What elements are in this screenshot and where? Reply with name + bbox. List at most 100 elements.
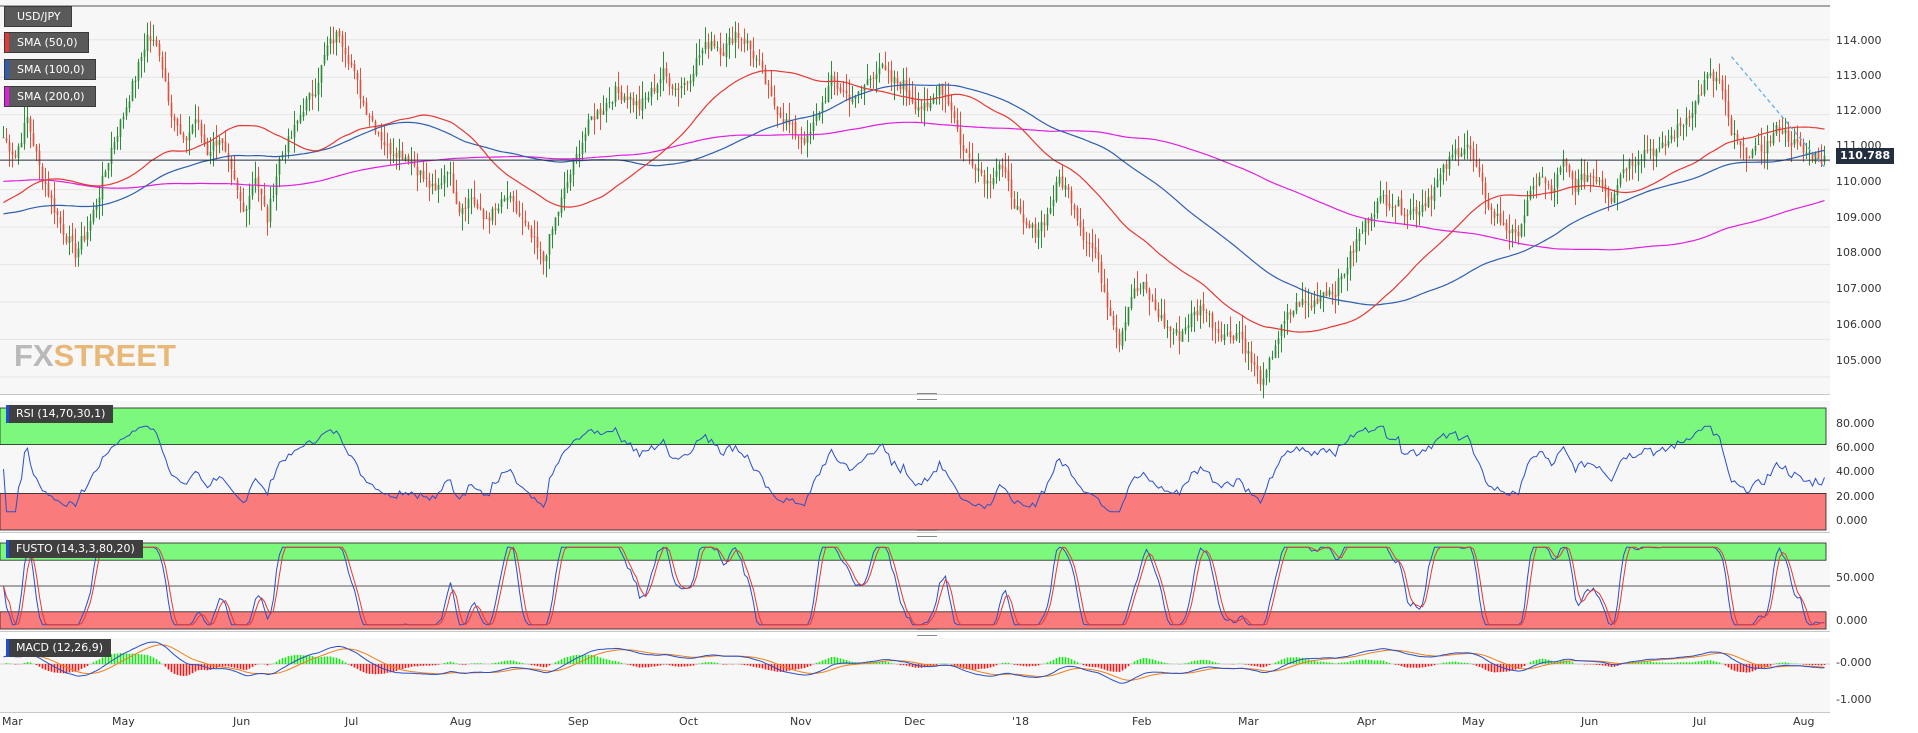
macd-histogram-bar (1265, 664, 1268, 667)
candle-body (1292, 311, 1295, 316)
candle-body (1598, 180, 1601, 182)
macd-histogram-bar (1715, 661, 1718, 664)
macd-histogram-bar (290, 655, 293, 664)
candle-body (428, 180, 431, 189)
macd-histogram-bar (1778, 662, 1781, 664)
macd-histogram-bar (1649, 661, 1652, 664)
candle-body (311, 93, 314, 97)
macd-histogram-bar (644, 664, 647, 668)
candle-body (1679, 122, 1682, 126)
macd-histogram-bar (1163, 662, 1166, 664)
candle-body (83, 235, 86, 241)
candle-body (1070, 190, 1073, 204)
macd-histogram-bar (1532, 660, 1535, 664)
macd-histogram-bar (665, 664, 668, 665)
macd-histogram-bar (1001, 663, 1004, 664)
candle-body (785, 119, 788, 123)
candle-body (1694, 101, 1697, 114)
candle-body (644, 98, 647, 100)
candle-body (1349, 251, 1352, 269)
macd-histogram-bar (1688, 662, 1691, 664)
candle-body (1127, 306, 1130, 324)
macd-histogram-bar (1541, 658, 1544, 664)
macd-histogram-bar (1607, 664, 1610, 667)
candle-body (1685, 117, 1688, 125)
candle-body (677, 88, 680, 90)
macd-histogram-bar (119, 653, 122, 664)
macd-histogram-bar (770, 664, 773, 671)
candle-body (377, 132, 380, 134)
candle-body (1652, 148, 1655, 156)
macd-histogram-bar (950, 664, 953, 665)
macd-pane-resize-handle[interactable] (917, 629, 937, 636)
candle-body (569, 174, 572, 183)
macd-histogram-bar (1256, 664, 1259, 667)
candle-body (827, 85, 830, 102)
macd-histogram-bar (602, 658, 605, 664)
candle-body (710, 40, 713, 50)
candle-body (86, 231, 89, 240)
last-price-tag: 110.788 (1836, 148, 1895, 164)
macd-histogram-bar (1529, 662, 1532, 664)
macd-histogram-bar (1118, 664, 1121, 672)
macd-histogram-bar (1031, 664, 1034, 666)
candle-body (1208, 313, 1211, 315)
macd-histogram-bar (1058, 656, 1061, 664)
macd-histogram-bar (1811, 664, 1814, 666)
macd-histogram-bar (1199, 659, 1202, 664)
candle-body (1124, 322, 1127, 331)
macd-histogram-bar (1802, 664, 1805, 665)
candle-body (278, 158, 281, 175)
macd-histogram-bar (437, 664, 440, 665)
macd-histogram-bar (368, 664, 371, 674)
candle-body (188, 132, 191, 141)
macd-histogram-bar (506, 660, 509, 664)
macd-histogram-bar (1664, 662, 1667, 664)
macd-histogram-bar (380, 664, 383, 674)
macd-histogram-bar (44, 664, 47, 670)
macd-histogram-bar (497, 662, 500, 664)
macd-histogram-bar (713, 662, 716, 664)
candle-body (821, 102, 824, 113)
macd-histogram-bar (1025, 664, 1028, 667)
price-tick: 107.000 (1836, 282, 1882, 295)
macd-histogram-bar (362, 664, 365, 673)
candle-body (1562, 159, 1565, 167)
candle-body (1202, 304, 1205, 312)
candle-body (1178, 330, 1181, 341)
macd-histogram-bar (1808, 664, 1811, 665)
candle-body (1019, 206, 1022, 213)
rsi-pane-resize-handle[interactable] (917, 393, 937, 400)
candle-body (956, 119, 959, 129)
candle-body (962, 144, 965, 152)
candle-body (1145, 281, 1148, 291)
candle-body (1220, 334, 1223, 339)
candle-body (689, 80, 692, 84)
macd-histogram-bar (560, 659, 563, 664)
macd-histogram-bar (1718, 662, 1721, 664)
candle-body (1436, 179, 1439, 188)
candle-body (887, 70, 890, 72)
macd-histogram-bar (452, 662, 455, 664)
candle-body (1664, 144, 1667, 146)
candle-body (488, 217, 491, 221)
candle-body (623, 96, 626, 101)
candle-body (380, 132, 383, 141)
candle-body (473, 197, 476, 205)
macd-histogram-bar (1442, 662, 1445, 664)
macd-histogram-bar (53, 664, 56, 673)
candle-body (476, 203, 479, 208)
candle-body (1283, 321, 1286, 324)
stochastic-pane-resize-handle[interactable] (917, 530, 937, 537)
candle-body (1808, 151, 1811, 155)
macd-histogram-bar (992, 664, 995, 667)
macd-histogram-bar (635, 664, 638, 667)
macd-histogram-bar (239, 664, 242, 670)
macd-histogram-bar (512, 660, 515, 664)
macd-histogram-bar (1517, 664, 1520, 670)
candle-body (566, 182, 569, 188)
candle-body (113, 142, 116, 150)
candle-body (998, 164, 1001, 170)
candle-body (626, 96, 629, 101)
macd-histogram-bar (1109, 664, 1112, 672)
